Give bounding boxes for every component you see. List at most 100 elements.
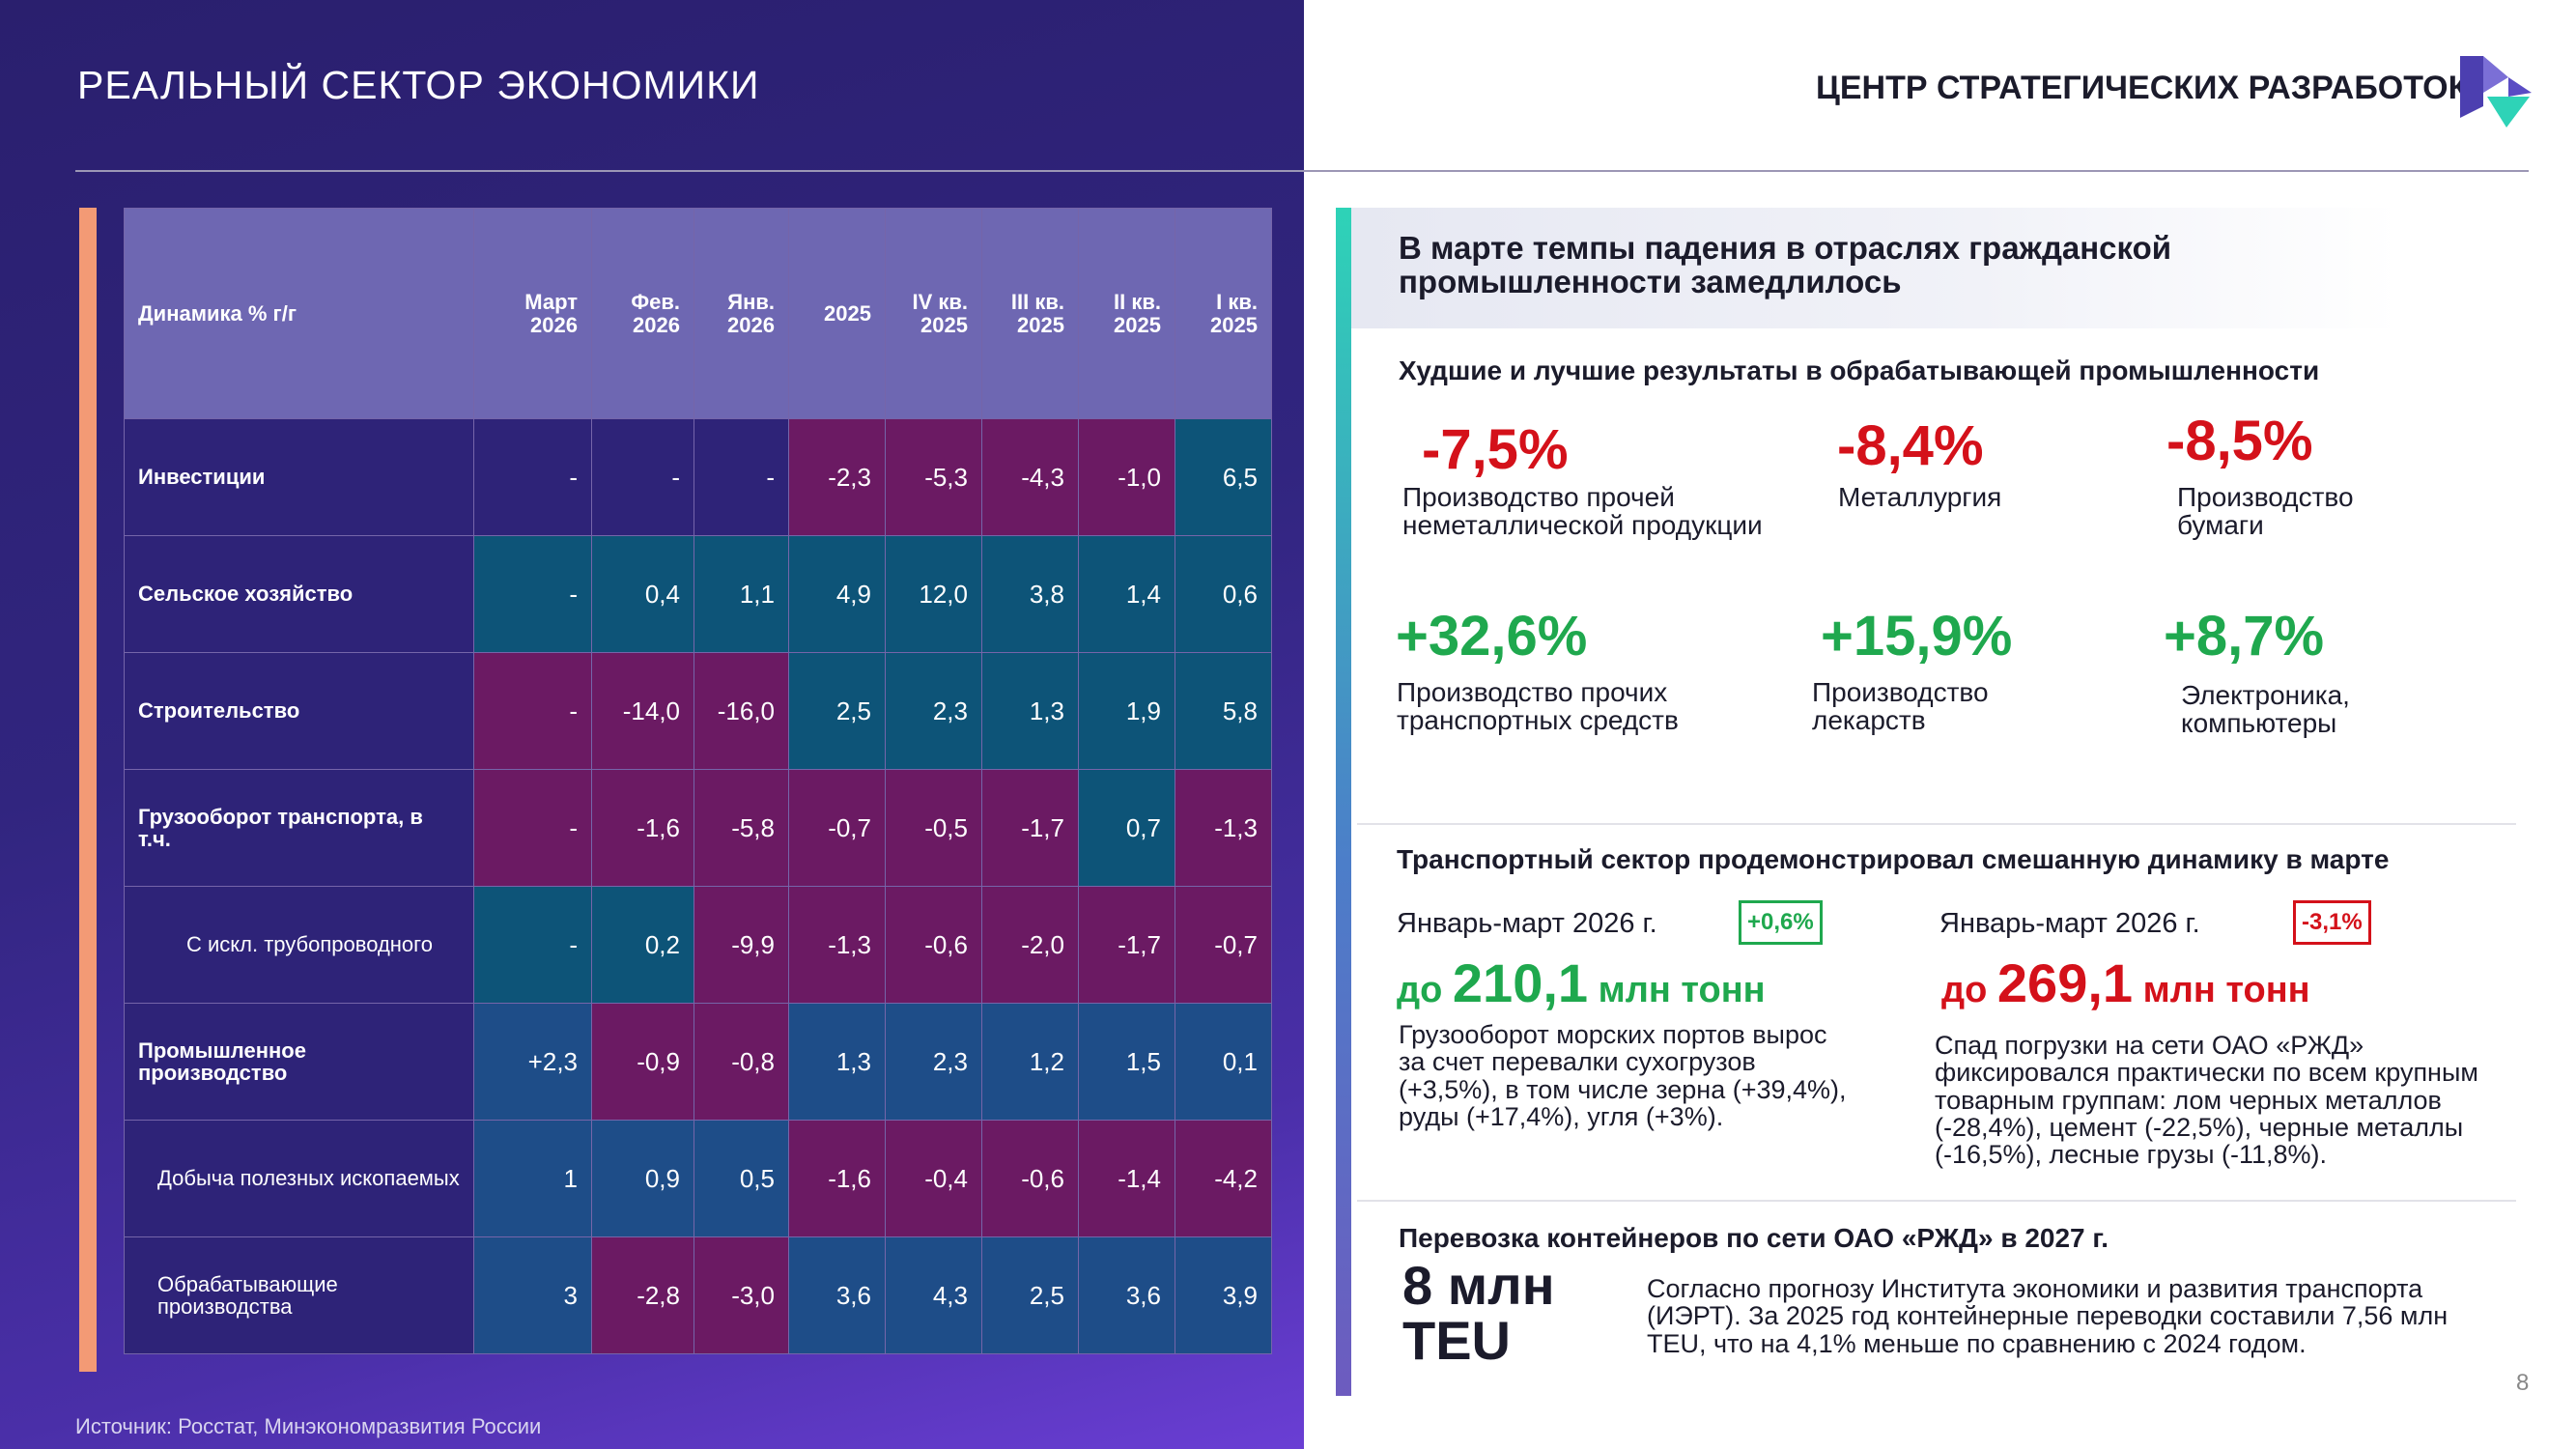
row-label: Инвестиции: [124, 418, 474, 536]
row-label: Сельское хозяйство: [124, 535, 474, 653]
table-cell: -5,3: [885, 418, 982, 536]
table-header-label: Динамика % г/г: [124, 208, 474, 419]
table-cell: 6,5: [1175, 418, 1272, 536]
table-cell: 0,6: [1175, 535, 1272, 653]
column-header: Март 2026: [473, 208, 592, 419]
worst-value: -8,5%: [2166, 410, 2313, 472]
ports-description: Грузооборот морских портов вырос за счет…: [1399, 1020, 1847, 1132]
table-cell: -1,3: [1175, 769, 1272, 887]
table-cell: -1,6: [591, 769, 694, 887]
row-label: Промышленное производство: [124, 1003, 474, 1121]
table-cell: 1,2: [981, 1003, 1079, 1121]
table-cell: 4,9: [788, 535, 886, 653]
best-label: Производство прочих транспортных средств: [1397, 677, 1679, 736]
headline-band: [1351, 208, 2399, 328]
table-row: Промышленное производство +2,3 -0,9 -0,8…: [124, 1003, 1272, 1121]
section-title: РЕАЛЬНЫЙ СЕКТОР ЭКОНОМИКИ: [77, 63, 760, 107]
table-row: С искл. трубопроводного - 0,2 -9,9 -1,3 …: [124, 886, 1272, 1004]
column-header: III кв. 2025: [981, 208, 1079, 419]
table-cell: 2,3: [885, 652, 982, 770]
row-label: Грузооборот транспорта, в т.ч.: [124, 769, 474, 887]
table-cell: -4,2: [1175, 1120, 1272, 1237]
worst-value: -8,4%: [1837, 414, 1984, 477]
table-cell: -0,6: [981, 1120, 1079, 1237]
table-header-row: Динамика % г/г Март 2026 Фев. 2026 Янв. 202…: [124, 208, 1272, 419]
headline: В марте темпы падения в отраслях граждан…: [1399, 230, 2172, 299]
brand-name: ЦЕНТР СТРАТЕГИЧЕСКИХ РАЗРАБОТОК: [1816, 70, 2469, 106]
table-cell: 0,4: [591, 535, 694, 653]
table-cell: 12,0: [885, 535, 982, 653]
row-label: С искл. трубопроводного: [124, 886, 474, 1004]
table-cell: -: [473, 652, 592, 770]
table-cell: -0,7: [1175, 886, 1272, 1004]
divider: [1357, 1200, 2516, 1202]
dynamics-table: Динамика % г/г Март 2026 Фев. 2026 Янв. 202…: [124, 208, 1272, 1354]
table-cell: -0,9: [591, 1003, 694, 1121]
ports-change-badge: +0,6%: [1739, 900, 1823, 945]
table-cell: 1: [473, 1120, 592, 1237]
column-header: I кв. 2025: [1175, 208, 1272, 419]
table-cell: 3,6: [788, 1236, 886, 1354]
ports-volume: до 210,1 млн тонн: [1397, 952, 1766, 1013]
table-row: Добыча полезных ископаемых 1 0,9 0,5 -1,…: [124, 1120, 1272, 1237]
transport-section-title: Транспортный сектор продемонстрировал см…: [1397, 844, 2390, 874]
table-cell: 2,3: [885, 1003, 982, 1121]
column-header: IV кв. 2025: [885, 208, 982, 419]
table-cell: -: [473, 418, 592, 536]
row-label: Добыча полезных ископаемых: [124, 1120, 474, 1237]
right-accent-bar: [1336, 208, 1351, 1396]
table-cell: 1,4: [1078, 535, 1175, 653]
table-cell: 1,5: [1078, 1003, 1175, 1121]
table-cell: -4,3: [981, 418, 1079, 536]
table-cell: -3,0: [694, 1236, 789, 1354]
best-value: +15,9%: [1821, 605, 2013, 668]
table-cell: -5,8: [694, 769, 789, 887]
table-row: Обрабатывающие производства 3 -2,8 -3,0 …: [124, 1236, 1272, 1354]
table-row: Инвестиции - - - -2,3 -5,3 -4,3 -1,0 6,5: [124, 418, 1272, 536]
table-cell: -1,7: [1078, 886, 1175, 1004]
table-cell: -0,4: [885, 1120, 982, 1237]
table-cell: 0,9: [591, 1120, 694, 1237]
table-cell: -2,8: [591, 1236, 694, 1354]
worst-label: Производство бумаги: [2177, 482, 2354, 541]
table-cell: 3,6: [1078, 1236, 1175, 1354]
manufacturing-section-title: Худшие и лучшие результаты в обрабатываю…: [1399, 355, 2320, 385]
table-cell: 4,3: [885, 1236, 982, 1354]
csr-logo-icon: [2460, 56, 2532, 128]
worst-label: Производство прочей неметаллической прод…: [1402, 482, 1763, 541]
containers-section-title: Перевозка контейнеров по сети ОАО «РЖД» …: [1399, 1223, 2109, 1253]
containers-description: Согласно прогнозу Института экономики и …: [1647, 1274, 2449, 1358]
table-cell: 1,9: [1078, 652, 1175, 770]
table-cell: -: [694, 418, 789, 536]
ports-period: Январь-март 2026 г.: [1397, 908, 1657, 939]
table-cell: 2,5: [788, 652, 886, 770]
worst-label: Металлургия: [1838, 482, 2002, 512]
containers-value: 8 млн TEU: [1402, 1255, 1555, 1372]
table-cell: -0,6: [885, 886, 982, 1004]
best-value: +8,7%: [2164, 605, 2325, 668]
table-accent-bar: [79, 208, 97, 1372]
rzd-change-badge: -3,1%: [2293, 900, 2371, 945]
table-cell: +2,3: [473, 1003, 592, 1121]
worst-value: -7,5%: [1422, 418, 1569, 481]
table-cell: -: [591, 418, 694, 536]
table-cell: -9,9: [694, 886, 789, 1004]
table-cell: -0,7: [788, 769, 886, 887]
rzd-period: Январь-март 2026 г.: [1939, 908, 2200, 939]
table-row: Сельское хозяйство - 0,4 1,1 4,9 12,0 3,…: [124, 535, 1272, 653]
header-divider: [75, 170, 2529, 172]
table-cell: 1,3: [981, 652, 1079, 770]
table-cell: -: [473, 769, 592, 887]
table-cell: -1,6: [788, 1120, 886, 1237]
table-cell: -2,0: [981, 886, 1079, 1004]
table-row: Грузооборот транспорта, в т.ч. - -1,6 -5…: [124, 769, 1272, 887]
table-cell: 0,5: [694, 1120, 789, 1237]
table-cell: -1,0: [1078, 418, 1175, 536]
table-cell: -: [473, 535, 592, 653]
table-cell: -0,8: [694, 1003, 789, 1121]
table-cell: 2,5: [981, 1236, 1079, 1354]
column-header: Янв. 2026: [694, 208, 789, 419]
rzd-volume: до 269,1 млн тонн: [1941, 952, 2310, 1013]
best-label: Электроника, компьютеры: [2181, 680, 2350, 739]
table-cell: -1,3: [788, 886, 886, 1004]
